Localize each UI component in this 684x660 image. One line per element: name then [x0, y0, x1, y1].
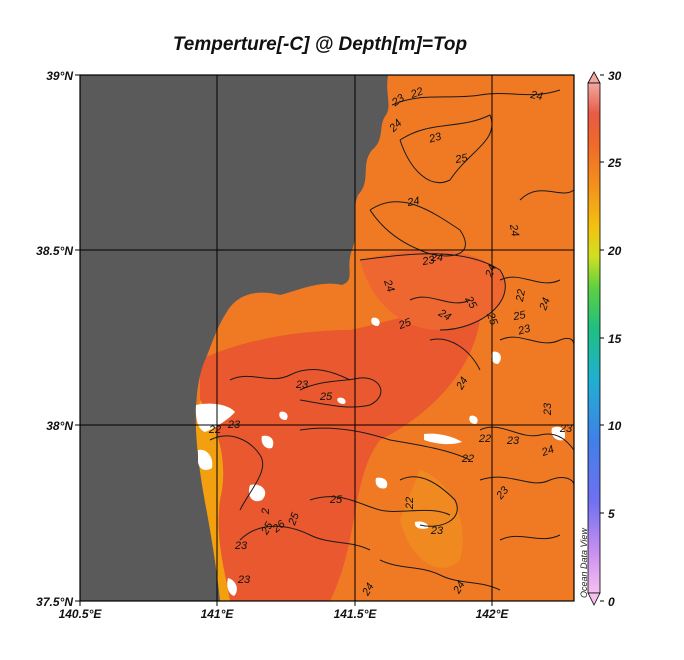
colorbar: 30 25 20 15 10 5 0 [587, 69, 622, 609]
contour-label: 23 [237, 574, 251, 586]
contour-label: 24 [507, 222, 521, 237]
colorbar-bottom-arrow [587, 592, 601, 606]
ocean-data-view-watermark: Ocean Data View [579, 528, 589, 598]
x-tick-label: 142°E [476, 607, 510, 621]
contour-label: 22 [208, 424, 221, 436]
contour-label: 24 [483, 263, 499, 280]
contour-label: 24 [537, 296, 553, 313]
contour-label: 25 [511, 309, 527, 323]
warm-patch [360, 250, 506, 330]
colorbar-gradient [587, 82, 601, 594]
contour-label: 23 [234, 540, 248, 552]
colorbar-tick-label: 15 [608, 332, 622, 346]
contour-label: 23 [542, 402, 554, 416]
contour-label: 22 [404, 497, 416, 510]
contour-label: 24 [381, 277, 397, 294]
contour-label: 23 [430, 525, 444, 537]
contour-label: 24 [454, 375, 471, 392]
contour-label: 2 [260, 508, 272, 515]
contour-label: 24 [435, 307, 452, 324]
contour-label: 25 [319, 391, 333, 403]
contour-lines [209, 89, 574, 591]
contour-label: 23 [420, 254, 436, 268]
x-tick-label: 140.5°E [59, 607, 103, 621]
contour-label: 25 [329, 494, 343, 506]
x-tick-label: 141°E [201, 607, 235, 621]
contour-label: 23 [506, 435, 520, 447]
contour-label: 24 [451, 579, 468, 596]
cool-patch-south [400, 470, 463, 568]
colorbar-top-arrow [587, 71, 601, 84]
contour-label: 22 [478, 433, 491, 445]
contour-label: 25 [453, 152, 469, 166]
contour-label: 25 [484, 310, 500, 327]
colorbar-tick-label: 0 [608, 595, 615, 609]
contour-label: 23 [227, 419, 241, 431]
y-tick-label: 39°N [46, 69, 73, 83]
contour-label: 25 [396, 316, 413, 332]
contour-label: 23 [295, 379, 309, 391]
grid-lines [80, 75, 574, 601]
contour-label: 23 [559, 423, 573, 435]
y-tick-label: 37.5°N [36, 595, 73, 609]
colorbar-tick-label: 5 [608, 507, 615, 521]
map-title: Temperture[-C] @ Depth[m]=Top [172, 34, 468, 55]
contour-label: 24 [528, 89, 543, 103]
y-tick-label: 38°N [46, 419, 73, 433]
contour-label: 24 [539, 443, 556, 459]
y-tick-label: 38.5°N [36, 244, 73, 258]
x-tick-label: 141.5°E [334, 607, 378, 621]
colorbar-tick-label: 30 [608, 69, 622, 83]
tick-marks [75, 74, 493, 606]
contour-label: 24 [430, 252, 443, 264]
colorbar-tick-label: 20 [607, 244, 622, 258]
map-area [80, 75, 574, 601]
contour-label: 22 [461, 453, 474, 465]
contour-label: 22 [408, 85, 425, 101]
contour-label: 23 [516, 322, 533, 337]
land-mass [80, 75, 389, 601]
warm-core [200, 311, 480, 601]
colorbar-tick-label: 25 [607, 156, 622, 170]
contour-label: 24 [405, 195, 420, 209]
map-frame [79, 74, 575, 602]
colorbar-tick-label: 10 [608, 419, 622, 433]
contour-label: 23 [427, 130, 444, 145]
contour-label: 22 [514, 288, 528, 303]
contour-label: 25 [286, 510, 302, 527]
contour-label: 24 [360, 581, 377, 598]
